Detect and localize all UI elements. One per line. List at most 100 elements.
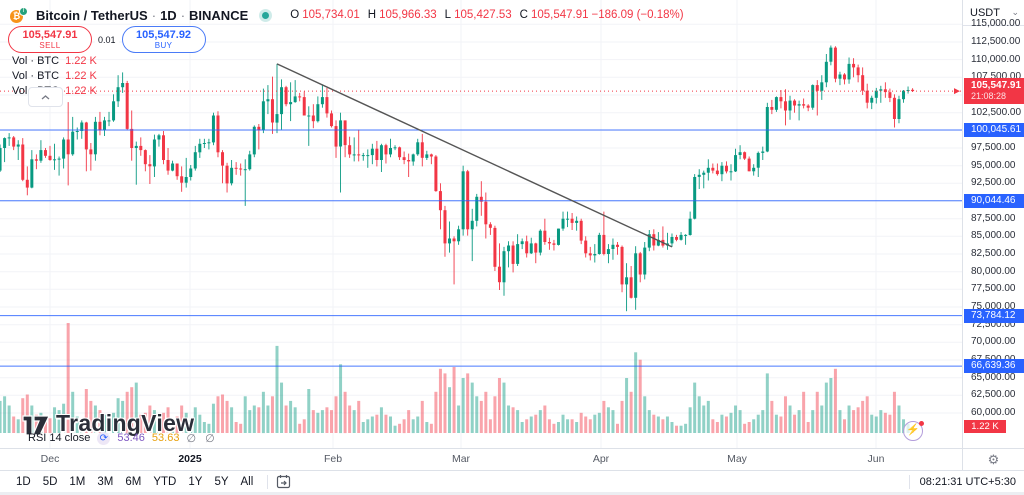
btc-usdt-pair-icon: ₿ T: [10, 7, 30, 23]
toolbar-divider: [267, 474, 269, 489]
time-axis-month-label: May: [727, 453, 747, 465]
buy-price: 105,547.92: [136, 29, 192, 41]
rsi-value-1: 53.46: [117, 432, 145, 444]
range-buttons: 1D 5D 1M 3M 6M YTD 1Y 5Y All: [10, 474, 259, 490]
axis-currency-button[interactable]: USDT ⌄: [963, 0, 1024, 26]
price-tick-label: 77,500.00: [971, 283, 1016, 294]
volume-indicator-legend-row[interactable]: Vol · BTC 1.22 K: [12, 54, 97, 68]
volume-indicator-value: 1.22 K: [65, 55, 97, 67]
volume-indicator-label: Vol · BTC: [12, 70, 60, 82]
volume-indicator-value: 1.22 K: [65, 85, 97, 97]
price-tick-label: 80,000.00: [971, 266, 1016, 277]
price-tick-label: 70,000.00: [971, 336, 1016, 347]
price-tick-label: 115,000.00: [971, 18, 1021, 29]
volume-axis-label: 1.22 K: [964, 420, 1006, 433]
page-edge: [0, 492, 1024, 495]
sell-price: 105,547.91: [22, 29, 78, 41]
time-axis-year-label: 2025: [178, 453, 202, 465]
time-axis[interactable]: Dec 2025 Feb Mar Apr May Jun: [0, 448, 962, 470]
trade-panel: 105,547.91 SELL 0.01 105,547.92 BUY: [8, 26, 206, 53]
range-button-1d[interactable]: 1D: [16, 475, 31, 488]
legend-separator: ·: [180, 7, 186, 23]
refresh-icon: ⟳: [97, 431, 111, 445]
legend-separator: ·: [151, 7, 157, 23]
time-axis-month-label: Jun: [867, 453, 885, 465]
buy-label: BUY: [154, 41, 173, 50]
price-tick-label: 85,000.00: [971, 230, 1016, 241]
price-tick-label: 110,000.00: [971, 54, 1021, 65]
price-tick-label: 97,500.00: [971, 142, 1016, 153]
high-key: H: [367, 9, 377, 21]
bar-countdown: 21:08:28: [971, 91, 1007, 101]
price-line-label[interactable]: 66,639.36: [964, 359, 1024, 373]
sell-label: SELL: [39, 41, 61, 50]
interval-button[interactable]: 1D: [160, 7, 177, 23]
calendar-icon: [277, 475, 291, 489]
volume-indicator-value: 1.22 K: [65, 70, 97, 82]
ohlc-values: O 105,734.01 H 105,966.33 L 105,427.53 C 105…: [285, 9, 683, 21]
change-value: −186.09 (−0.18%): [591, 9, 684, 21]
price-axis[interactable]: USDT ⌄ 105,547.91 21:08:28 1.22 K 115,00…: [962, 0, 1024, 470]
price-line-label[interactable]: 90,044.46: [964, 194, 1024, 208]
volume-indicator-legend-row[interactable]: Vol · BTC 1.22 K: [12, 69, 97, 83]
buy-button[interactable]: 105,547.92 BUY: [121, 26, 206, 53]
volume-indicator-label: Vol · BTC: [12, 55, 60, 67]
toolbar-divider: [908, 474, 910, 489]
lightning-icon[interactable]: ⚡: [903, 421, 924, 441]
price-tick-label: 107,500.00: [971, 71, 1022, 82]
range-button-all[interactable]: All: [240, 475, 254, 488]
tradingview-logo-icon: [22, 414, 50, 436]
range-button-6m[interactable]: 6M: [125, 475, 142, 488]
close-value: 105,547.91: [530, 9, 589, 21]
bottom-toolbar: 1D 5D 1M 3M 6M YTD 1Y 5Y All 08:21:31 UTC+5:30: [0, 470, 1024, 492]
close-key: C: [519, 9, 528, 21]
price-line-label[interactable]: 73,784.12: [964, 309, 1024, 323]
price-tick-label: 65,000.00: [971, 372, 1016, 383]
price-tick-label: 75,000.00: [971, 301, 1016, 312]
watermark-text: TradingView: [56, 410, 195, 436]
high-value: 105,966.33: [379, 9, 437, 21]
range-button-1m[interactable]: 1M: [69, 475, 86, 488]
price-tick-label: 102,500.00: [971, 107, 1022, 118]
range-button-5y[interactable]: 5Y: [214, 475, 229, 488]
time-axis-month-label: Dec: [40, 453, 60, 465]
clock-timezone-button[interactable]: 08:21:31 UTC+5:30: [919, 475, 1016, 488]
range-button-1y[interactable]: 1Y: [188, 475, 203, 488]
tradingview-watermark: TradingView: [22, 410, 194, 437]
current-price-value: 105,547.91: [971, 80, 1022, 91]
price-tick-label: 95,000.00: [971, 160, 1016, 171]
price-tick-label: 92,500.00: [971, 177, 1016, 188]
low-key: L: [444, 9, 452, 21]
open-value: 105,734.01: [302, 9, 360, 21]
price-line-label[interactable]: 100,045.61: [964, 123, 1024, 137]
candlestick-chart[interactable]: [0, 0, 962, 448]
collapse-indicators-button[interactable]: [28, 87, 63, 107]
toolbar-right: 08:21:31 UTC+5:30: [908, 474, 1024, 489]
time-axis-month-label: Mar: [451, 453, 471, 465]
price-tick-label: 72,500.00: [971, 319, 1016, 330]
price-tick-label: 112,500.00: [971, 36, 1021, 47]
go-to-date-button[interactable]: [276, 474, 292, 489]
open-key: O: [290, 9, 300, 21]
range-button-5d[interactable]: 5D: [42, 475, 58, 488]
market-open-dot: [262, 11, 270, 19]
rsi-empty-values: ∅ ∅: [186, 432, 218, 445]
chevron-down-icon: ⌄: [1011, 7, 1019, 17]
tether-icon: T: [19, 7, 28, 16]
range-button-3m[interactable]: 3M: [97, 475, 114, 488]
time-axis-month-label: Feb: [323, 453, 343, 465]
chevron-up-icon: [41, 94, 50, 99]
axis-currency-label: USDT: [970, 7, 1000, 19]
exchange-label[interactable]: BINANCE: [189, 7, 249, 23]
current-price-label[interactable]: 105,547.91 21:08:28: [964, 78, 1024, 104]
spread-value: 0.01: [95, 33, 119, 46]
sell-button[interactable]: 105,547.91 SELL: [8, 26, 92, 53]
rsi-indicator-legend[interactable]: RSI 14 close ⟳ 53.46 53.63 ∅ ∅: [28, 431, 218, 445]
symbol-title[interactable]: Bitcoin / TetherUS: [36, 7, 148, 23]
time-axis-month-label: Apr: [592, 453, 610, 465]
range-button-ytd[interactable]: YTD: [153, 475, 177, 488]
axis-settings-gear-icon[interactable]: ⚙: [987, 452, 1000, 467]
